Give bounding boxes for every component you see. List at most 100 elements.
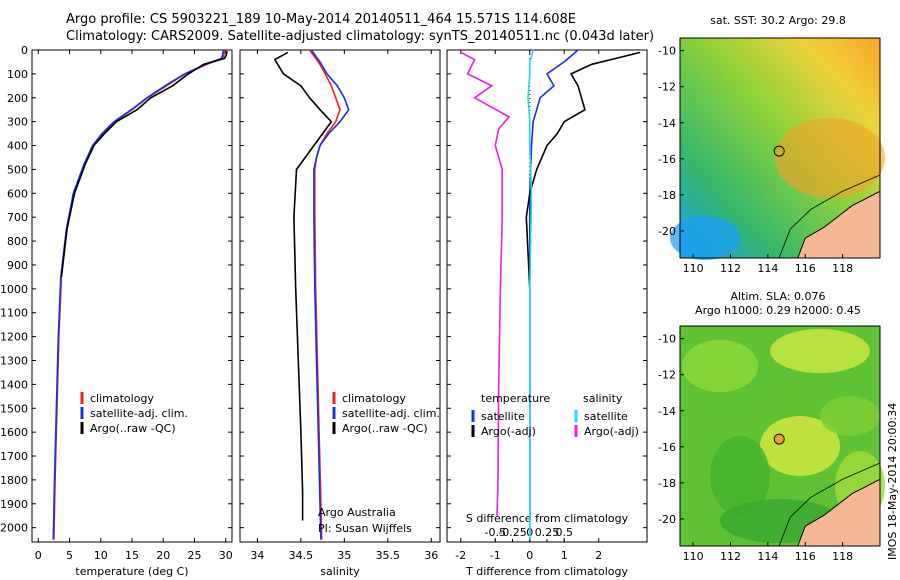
x-tick-label: 10 xyxy=(94,549,108,562)
x-tick-label: 35.5 xyxy=(376,549,401,562)
legend-label: Argo(-adj) xyxy=(584,425,639,438)
lat-tick-label: -12 xyxy=(658,369,676,382)
series-line-climatology xyxy=(53,49,226,540)
x-tick-label: 0 xyxy=(35,549,42,562)
x-axis-label: T difference from climatology xyxy=(465,565,628,578)
bathymetry-contour xyxy=(778,174,881,259)
depth-tick-label: 1700 xyxy=(0,450,28,463)
lon-tick-label: 114 xyxy=(757,262,778,275)
series-line-temperature-satellite xyxy=(528,49,579,540)
sla-map[interactable]: -10 -12 -14 -16 -18 -20 110 112 114 116 118 xyxy=(650,318,890,568)
x-tick-label: 36 xyxy=(424,549,438,562)
legend-label: Argo(-adj) xyxy=(481,425,536,438)
x-tick-label: 15 xyxy=(125,549,139,562)
temperature-panel: 0100200300400500600700800900100011001200… xyxy=(0,44,233,578)
sla-map-title: Altim. SLA: 0.076 xyxy=(730,290,826,303)
legend-header-salinity: salinity xyxy=(583,392,623,405)
x-tick-label: 35 xyxy=(337,549,351,562)
series-line-argo-raw-qc- xyxy=(273,51,333,521)
depth-tick-label: 800 xyxy=(7,235,28,248)
lon-tick-label: 110 xyxy=(683,550,704,563)
x-tick-label: 0 xyxy=(526,549,533,562)
depth-tick-label: 2000 xyxy=(0,522,28,535)
x-tick-label: 5 xyxy=(66,549,73,562)
lat-tick-label: -14 xyxy=(658,405,676,418)
series-line-temperature-argo-adj- xyxy=(525,51,641,516)
difference-panel: -2 -1 0 1 2 T difference from climatology -0.5… xyxy=(446,49,648,578)
bathymetry-contour xyxy=(778,462,881,547)
map-frame xyxy=(679,37,881,259)
x2-tick-label: 0.5 xyxy=(555,526,573,539)
depth-tick-label: 1400 xyxy=(0,378,28,391)
lon-tick-label: 118 xyxy=(832,550,853,563)
argo-float-marker xyxy=(773,433,785,445)
annotation-note: Argo Australia xyxy=(318,506,396,519)
legend-label: satellite-adj. clim. xyxy=(342,407,440,420)
sst-warm-patch xyxy=(775,118,885,198)
lon-tick-label: 110 xyxy=(683,262,704,275)
x2-axis-label: S difference from climatology xyxy=(466,512,629,525)
x-axis-label: temperature (deg C) xyxy=(75,565,188,578)
legend-label: climatology xyxy=(90,392,154,405)
x-tick-label: -1 xyxy=(490,549,501,562)
depth-tick-label: 100 xyxy=(7,68,28,81)
lon-tick-label: 118 xyxy=(832,262,853,275)
depth-tick-label: 1800 xyxy=(0,474,28,487)
legend-label: satellite-adj. clim. xyxy=(90,407,188,420)
depth-tick-label: 400 xyxy=(7,140,28,153)
depth-tick-label: 900 xyxy=(7,259,28,272)
x-tick-label: 30 xyxy=(219,549,233,562)
plot-title-line1: Argo profile: CS 5903221_189 10-May-2014… xyxy=(66,12,576,27)
lat-tick-label: -20 xyxy=(658,513,676,526)
x-tick-label: 34.5 xyxy=(289,549,314,562)
imos-timestamp: IMOS 18-May-2014 20:00:34 xyxy=(886,402,899,560)
lon-tick-label: 116 xyxy=(795,550,816,563)
plot-title-line2: Climatology: CARS2009. Satellite-adjuste… xyxy=(66,29,655,44)
sst-map[interactable]: -10 -12 -14 -16 -18 -20 110 112 114 116 118 xyxy=(650,30,890,275)
depth-tick-label: 700 xyxy=(7,211,28,224)
sla-anomaly-blob xyxy=(682,340,758,392)
sla-map-subtitle: Argo h1000: 0.29 h2000: 0.45 xyxy=(695,304,861,317)
lon-tick-label: 116 xyxy=(795,262,816,275)
sla-anomaly-blob xyxy=(760,416,840,476)
series-line-satellite-adj-clim- xyxy=(52,49,225,540)
depth-tick-label: 600 xyxy=(7,187,28,200)
sla-anomaly-blob xyxy=(710,436,770,516)
sla-anomaly-blob xyxy=(820,396,880,436)
argo-float-marker xyxy=(773,145,785,157)
legend-label: climatology xyxy=(342,392,406,405)
x-tick-label: 2 xyxy=(595,549,602,562)
legend-label: Argo(..raw -QC) xyxy=(90,422,176,435)
lat-tick-label: -16 xyxy=(658,441,676,454)
depth-tick-label: 1600 xyxy=(0,426,28,439)
sla-anomaly-blob xyxy=(770,329,870,373)
axes-frame xyxy=(31,49,233,543)
x-axis-label: salinity xyxy=(320,565,360,578)
legend-label: satellite xyxy=(481,410,525,423)
lon-tick-label: 112 xyxy=(720,550,741,563)
depth-tick-label: 1300 xyxy=(0,354,28,367)
x-tick-label: 1 xyxy=(561,549,568,562)
lat-tick-label: -16 xyxy=(658,153,676,166)
map-frame xyxy=(679,325,881,547)
annotation-note: PI: Susan Wijffels xyxy=(318,522,412,535)
lon-tick-label: 114 xyxy=(757,550,778,563)
series-line-salinity-satellite xyxy=(527,49,534,540)
depth-tick-label: 0 xyxy=(21,44,28,57)
depth-tick-label: 1000 xyxy=(0,283,28,296)
sst-map-title: sat. SST: 30.2 Argo: 29.8 xyxy=(710,14,846,27)
axes-frame xyxy=(446,49,648,543)
depth-tick-label: 200 xyxy=(7,92,28,105)
series-line-satellite-adj-clim- xyxy=(310,49,350,540)
lat-tick-label: -14 xyxy=(658,117,676,130)
depth-tick-label: 1100 xyxy=(0,307,28,320)
x2-tick-label: 0.25 xyxy=(535,526,560,539)
axes-frame xyxy=(239,49,441,543)
sst-cool-patch xyxy=(670,216,740,260)
legend-label: Argo(..raw -QC) xyxy=(342,422,428,435)
series-line-argo-raw-qc- xyxy=(60,51,228,277)
depth-tick-label: 1900 xyxy=(0,498,28,511)
depth-tick-label: 1500 xyxy=(0,402,28,415)
series-line-salinity-argo-adj- xyxy=(460,51,511,516)
lon-tick-label: 112 xyxy=(720,262,741,275)
